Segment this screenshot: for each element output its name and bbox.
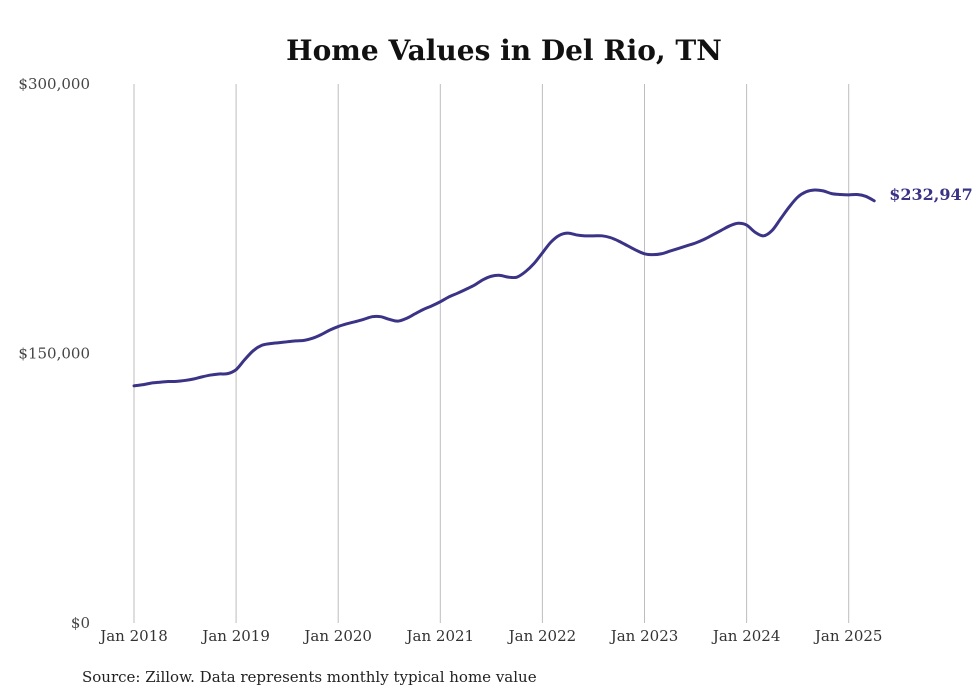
x-tick-label: Jan 2024 [711,627,781,645]
home-value-line [132,188,876,388]
vertical-gridlines [133,84,850,623]
y-tick-label: $150,000 [18,345,90,363]
x-tick-label: Jan 2022 [507,627,577,645]
x-axis-tick-labels: Jan 2018 Jan 2019 Jan 2020 Jan 2021 Jan 2022… [98,627,882,645]
x-tick-label: Jan 2025 [813,627,883,645]
x-tick-label: Jan 2018 [98,627,168,645]
latest-value-label: $232,947 [889,185,973,204]
x-tick-label: Jan 2020 [302,627,372,645]
x-tick-label: Jan 2023 [609,627,679,645]
source-note: Source: Zillow. Data represents monthly … [82,668,537,686]
y-tick-label: $0 [71,614,90,632]
y-axis-tick-labels: $0 $150,000 $300,000 [18,75,90,632]
y-tick-label: $300,000 [18,75,90,93]
x-tick-label: Jan 2019 [200,627,270,645]
chart-title: Home Values in Del Rio, TN [286,34,722,67]
x-tick-label: Jan 2021 [405,627,475,645]
